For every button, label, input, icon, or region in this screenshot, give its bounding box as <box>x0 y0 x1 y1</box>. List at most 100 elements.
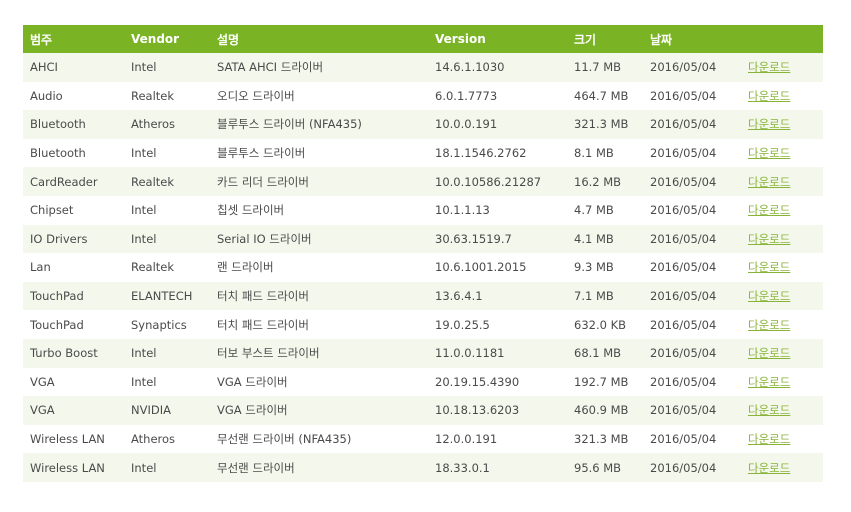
table-row: IO Drivers Intel Serial IO 드라이버 30.63.1519.… <box>23 224 823 254</box>
date-cell: 2016/05/04 <box>643 81 741 111</box>
table-row: Bluetooth Atheros 블루투스 드라이버 (NFA435) 10.0.0… <box>23 110 823 139</box>
date-cell: 2016/05/04 <box>643 453 741 482</box>
size-cell: 4.1 MB <box>567 224 643 254</box>
description-cell: 터치 패드 드라이버 <box>210 310 428 339</box>
version-cell: 18.33.0.1 <box>428 453 567 482</box>
vendor-cell: Intel <box>124 53 210 82</box>
category-cell: IO Drivers <box>23 224 124 254</box>
description-cell: SATA AHCI 드라이버 <box>210 53 428 82</box>
description-cell: 터보 부스트 드라이버 <box>210 338 428 368</box>
description-cell: 무선랜 드라이버 <box>210 453 428 482</box>
table-row: CardReader Realtek 카드 리더 드라이버 10.0.10586.21… <box>23 167 823 196</box>
version-cell: 10.0.0.191 <box>428 110 567 139</box>
download-link[interactable]: 다운로드 <box>748 231 791 246</box>
download-link[interactable]: 다운로드 <box>748 60 791 75</box>
download-cell: 다운로드 <box>741 110 823 139</box>
size-cell: 95.6 MB <box>567 453 643 482</box>
table-row: Chipset Intel 칩셋 드라이버 10.1.1.13 4.7 MB 2016/0… <box>23 195 823 225</box>
category-cell: Bluetooth <box>23 110 124 139</box>
download-link[interactable]: 다운로드 <box>748 289 791 304</box>
header-description[interactable]: 설명 <box>210 25 428 53</box>
date-cell: 2016/05/04 <box>643 195 741 225</box>
vendor-cell: Realtek <box>124 253 210 282</box>
version-cell: 10.6.1001.2015 <box>428 253 567 282</box>
date-cell: 2016/05/04 <box>643 424 741 454</box>
download-link[interactable]: 다운로드 <box>748 260 791 275</box>
date-cell: 2016/05/04 <box>643 310 741 339</box>
version-cell: 10.18.13.6203 <box>428 396 567 425</box>
version-cell: 19.0.25.5 <box>428 310 567 339</box>
download-cell: 다운로드 <box>741 81 823 111</box>
download-cell: 다운로드 <box>741 253 823 282</box>
category-cell: VGA <box>23 367 124 397</box>
size-cell: 68.1 MB <box>567 338 643 368</box>
size-cell: 321.3 MB <box>567 110 643 139</box>
download-link[interactable]: 다운로드 <box>748 117 791 132</box>
header-date[interactable]: 날짜 <box>643 25 741 53</box>
category-cell: Bluetooth <box>23 138 124 168</box>
date-cell: 2016/05/04 <box>643 338 741 368</box>
category-cell: VGA <box>23 396 124 425</box>
download-link[interactable]: 다운로드 <box>748 432 791 447</box>
header-category[interactable]: 범주 <box>23 25 124 53</box>
date-cell: 2016/05/04 <box>643 396 741 425</box>
download-cell: 다운로드 <box>741 138 823 168</box>
category-cell: CardReader <box>23 167 124 196</box>
header-version[interactable]: Version <box>428 25 567 53</box>
size-cell: 464.7 MB <box>567 81 643 111</box>
description-cell: VGA 드라이버 <box>210 396 428 425</box>
table-row: Lan Realtek 랜 드라이버 10.6.1001.2015 9.3 MB 2016… <box>23 253 823 282</box>
table-row: VGA NVIDIA VGA 드라이버 10.18.13.6203 460.9 MB 20… <box>23 396 823 425</box>
table-row: TouchPad ELANTECH 터치 패드 드라이버 13.6.4.1 7.1 MB… <box>23 281 823 311</box>
description-cell: 랜 드라이버 <box>210 253 428 282</box>
header-vendor[interactable]: Vendor <box>124 25 210 53</box>
size-cell: 4.7 MB <box>567 195 643 225</box>
vendor-cell: Synaptics <box>124 310 210 339</box>
category-cell: Wireless LAN <box>23 453 124 482</box>
size-cell: 8.1 MB <box>567 138 643 168</box>
download-link[interactable]: 다운로드 <box>748 403 791 418</box>
download-link[interactable]: 다운로드 <box>748 88 791 103</box>
download-link[interactable]: 다운로드 <box>748 317 791 332</box>
vendor-cell: Atheros <box>124 424 210 454</box>
table-row: Turbo Boost Intel 터보 부스트 드라이버 11.0.0.1181 68… <box>23 338 823 368</box>
version-cell: 10.1.1.13 <box>428 195 567 225</box>
version-cell: 18.1.1546.2762 <box>428 138 567 168</box>
version-cell: 14.6.1.1030 <box>428 53 567 82</box>
download-cell: 다운로드 <box>741 281 823 311</box>
size-cell: 11.7 MB <box>567 53 643 82</box>
download-cell: 다운로드 <box>741 53 823 82</box>
download-link[interactable]: 다운로드 <box>748 146 791 161</box>
table-row: Audio Realtek 오디오 드라이버 6.0.1.7773 464.7 MB 20… <box>23 81 823 111</box>
category-cell: Lan <box>23 253 124 282</box>
version-cell: 13.6.4.1 <box>428 281 567 311</box>
vendor-cell: Atheros <box>124 110 210 139</box>
vendor-cell: ELANTECH <box>124 281 210 311</box>
download-cell: 다운로드 <box>741 195 823 225</box>
download-link[interactable]: 다운로드 <box>748 374 791 389</box>
vendor-cell: Intel <box>124 224 210 254</box>
date-cell: 2016/05/04 <box>643 138 741 168</box>
category-cell: TouchPad <box>23 281 124 311</box>
description-cell: VGA 드라이버 <box>210 367 428 397</box>
download-cell: 다운로드 <box>741 453 823 482</box>
description-cell: Serial IO 드라이버 <box>210 224 428 254</box>
description-cell: 블루투스 드라이버 (NFA435) <box>210 110 428 139</box>
header-size[interactable]: 크기 <box>567 25 643 53</box>
download-link[interactable]: 다운로드 <box>748 174 791 189</box>
download-link[interactable]: 다운로드 <box>748 346 791 361</box>
size-cell: 632.0 KB <box>567 310 643 339</box>
driver-table-container: 범주 Vendor 설명 Version 크기 날짜 AHCI Intel SATA… <box>23 25 823 482</box>
size-cell: 7.1 MB <box>567 281 643 311</box>
download-cell: 다운로드 <box>741 396 823 425</box>
description-cell: 카드 리더 드라이버 <box>210 167 428 196</box>
date-cell: 2016/05/04 <box>643 281 741 311</box>
download-link[interactable]: 다운로드 <box>748 460 791 475</box>
description-cell: 칩셋 드라이버 <box>210 195 428 225</box>
version-cell: 30.63.1519.7 <box>428 224 567 254</box>
version-cell: 20.19.15.4390 <box>428 367 567 397</box>
version-cell: 12.0.0.191 <box>428 424 567 454</box>
table-row: Wireless LAN Intel 무선랜 드라이버 18.33.0.1 95.6 M… <box>23 453 823 482</box>
version-cell: 11.0.0.1181 <box>428 338 567 368</box>
download-link[interactable]: 다운로드 <box>748 203 791 218</box>
